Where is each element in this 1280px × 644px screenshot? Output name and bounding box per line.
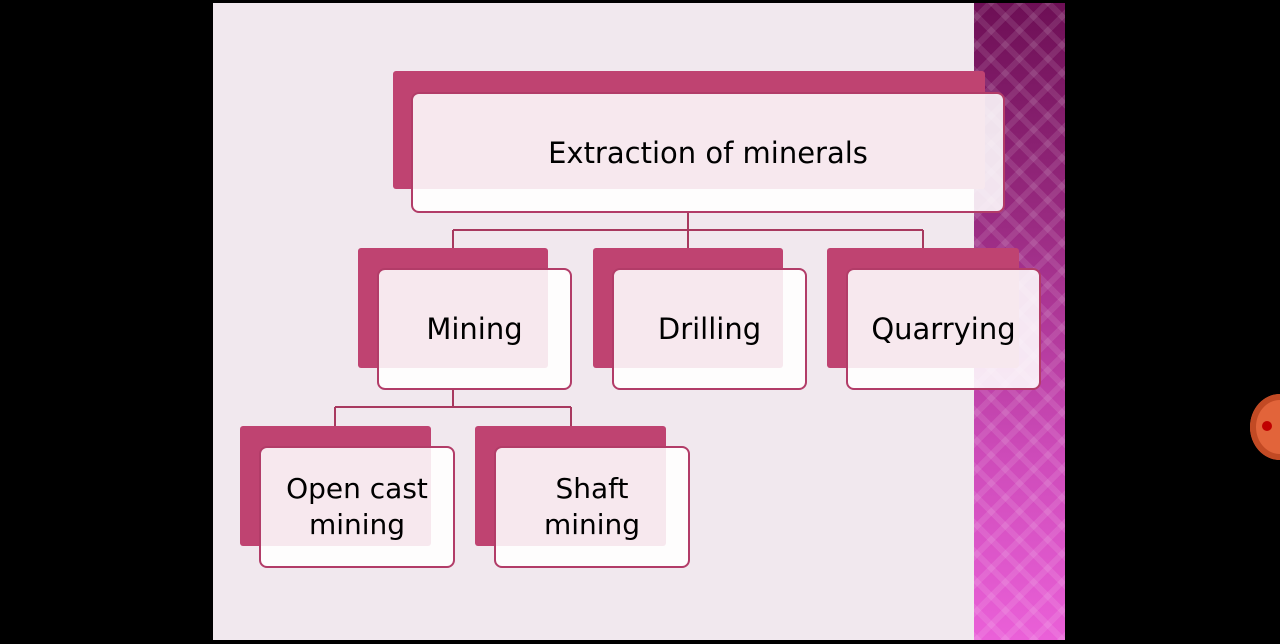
node-drilling: Drilling (593, 248, 807, 390)
node-front-box: Mining (377, 268, 572, 390)
record-dot-icon (1262, 421, 1272, 431)
node-mining: Mining (358, 248, 572, 390)
node-label-quarrying: Quarrying (871, 312, 1016, 346)
node-front-box: Open cast mining (259, 446, 455, 568)
node-label-open-cast-mining: Open cast mining (286, 472, 428, 541)
node-open-cast-mining: Open cast mining (240, 426, 455, 568)
node-label-drilling: Drilling (657, 312, 762, 346)
node-front-box: Drilling (612, 268, 807, 390)
node-label-root: Extraction of minerals (548, 135, 868, 170)
node-front-box: Shaft mining (494, 446, 690, 568)
node-quarrying: Quarrying (827, 248, 1041, 390)
node-shaft-mining: Shaft mining (475, 426, 690, 568)
node-front-box: Extraction of minerals (411, 92, 1005, 213)
node-front-box: Quarrying (846, 268, 1041, 390)
record-button-icon[interactable] (1250, 394, 1280, 460)
node-label-mining: Mining (426, 312, 523, 346)
node-label-shaft-mining: Shaft mining (543, 472, 641, 541)
node-extraction-of-minerals: Extraction of minerals (393, 71, 1005, 213)
presentation-slide: Extraction of minerals Mining Drilling Q… (213, 3, 1065, 640)
